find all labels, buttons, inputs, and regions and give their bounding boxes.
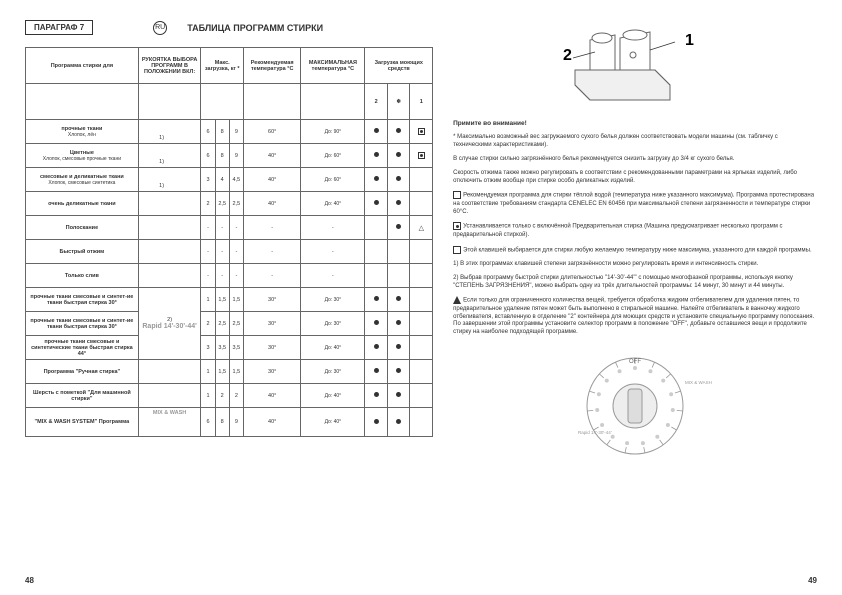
drawer-label-2: 2	[563, 47, 572, 64]
svg-text:OFF: OFF	[629, 359, 641, 365]
th-d2: 2	[365, 84, 388, 120]
note-3: Скорость отжима также можно регулировать…	[453, 170, 817, 186]
dot-square-icon	[453, 222, 461, 230]
program-table: Программа стирки для РУКОЯТКА ВЫБОРА ПРО…	[25, 47, 433, 437]
table-row: Только слив-----	[26, 264, 433, 288]
note-5: Устанавливается только с включённой Пред…	[453, 224, 782, 238]
th-d1: 1	[410, 84, 433, 120]
page-number-right: 49	[808, 576, 817, 585]
ru-badge: RU	[153, 21, 167, 35]
th-detergent: Загрузка моющих средств	[365, 48, 433, 84]
note-7: 1) В этих программах клавишей степени за…	[453, 261, 817, 269]
note-2: В случае стирки сильно загрязнённого бел…	[453, 156, 817, 164]
th-program: Программа стирки для	[26, 48, 139, 84]
square-icon-2	[453, 246, 461, 254]
svg-text:MIX & WASH: MIX & WASH	[685, 380, 712, 385]
table-row: прочные ткани смесовые и синтет-ие ткани…	[26, 288, 433, 312]
table-row: смесовые и деликатные тканиХлопок, смесо…	[26, 168, 433, 192]
notes-block: Примите во внимание! * Максимально возмо…	[453, 120, 817, 337]
table-row: Программа "Ручная стирка"11,51,530°До: 3…	[26, 360, 433, 384]
notes-heading: Примите во внимание!	[453, 120, 817, 128]
table-row: прочные ткани смесовые и синтетические т…	[26, 336, 433, 360]
drawer-diagram: 1 2	[555, 20, 715, 110]
th-load: Макс. загрузка, кг *	[201, 48, 244, 84]
table-row: Быстрый отжим-----	[26, 240, 433, 264]
paragraph-box: ПАРАГРАФ 7	[25, 20, 93, 35]
page-number-left: 48	[25, 576, 34, 585]
th-selector: РУКОЯТКА ВЫБОРА ПРОГРАММ В ПОЛОЖЕНИИ ВКЛ…	[138, 48, 201, 84]
note-1: * Максимально возможный вес загружаемого…	[453, 134, 817, 150]
note-4: Рекомендуемая программа для стирки тёпло…	[453, 193, 814, 215]
drawer-label-1: 1	[685, 32, 694, 49]
th-temp: Рекомендуемая температура °C	[243, 48, 300, 84]
page-title: ТАБЛИЦА ПРОГРАММ СТИРКИ	[187, 23, 323, 33]
table-row: Шерсть с пометкой "Для машинной стирки"1…	[26, 384, 433, 408]
table-row: прочные тканиХлопок, лён1)68960°До: 90°	[26, 120, 433, 144]
table-row: очень деликатные ткани22,52,540°До: 40°	[26, 192, 433, 216]
table-row: "MIX & WASH SYSTEM" ПрограммаMIX & WASH6…	[26, 408, 433, 437]
th-maxtemp: МАКСИМАЛЬНАЯ температура °C	[301, 48, 365, 84]
dial-diagram: OFF MIX & WASH Rapid 14'-30'-44'	[550, 349, 720, 464]
table-row: Полоскание-----△	[26, 216, 433, 240]
svg-text:Rapid 14'-30'-44': Rapid 14'-30'-44'	[578, 430, 612, 435]
triangle-icon	[453, 296, 461, 304]
note-8: 2) Выбрав программу быстрой стирки длите…	[453, 275, 817, 291]
note-6: Этой клавишей выбирается для стирки любу…	[463, 247, 812, 253]
th-dsnow: ❄	[387, 84, 410, 120]
square-icon	[453, 191, 461, 199]
table-row: ЦветныеХлопок, смесовые прочные ткани1)6…	[26, 144, 433, 168]
table-row: прочные ткани смесовые и синтет-ие ткани…	[26, 312, 433, 336]
note-9: Если только для ограниченного количества…	[453, 298, 814, 335]
